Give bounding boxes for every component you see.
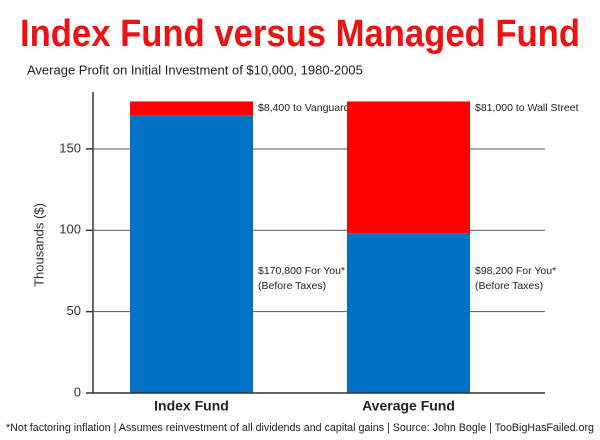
bar-segment	[347, 233, 470, 393]
y-tick-label: 100	[59, 222, 81, 237]
y-tick-label: 150	[59, 140, 81, 155]
x-tick-label: Average Fund	[362, 398, 455, 414]
x-tick-label: Index Fund	[154, 398, 229, 414]
bar-segment	[347, 101, 470, 234]
bar-segment	[130, 115, 253, 393]
chart-title: Index Fund versus Managed Fund	[20, 13, 580, 55]
value-note: (Before Taxes)	[258, 280, 326, 292]
value-label: $8,400 to Vanguard	[258, 102, 350, 114]
y-tick-label: 0	[74, 384, 81, 399]
value-label: $98,200 For You*	[475, 265, 556, 277]
footnote: *Not factoring inflation | Assumes reinv…	[6, 422, 594, 434]
value-label: $81,000 to Wall Street	[475, 102, 579, 114]
y-tick-label: 50	[67, 303, 81, 318]
value-label: $170,800 For You*	[258, 265, 345, 277]
chart-subtitle: Average Profit on Initial Investment of …	[27, 62, 363, 77]
y-axis-label: Thousands ($)	[31, 203, 46, 287]
bar-segment	[130, 101, 253, 116]
value-note: (Before Taxes)	[475, 280, 543, 292]
